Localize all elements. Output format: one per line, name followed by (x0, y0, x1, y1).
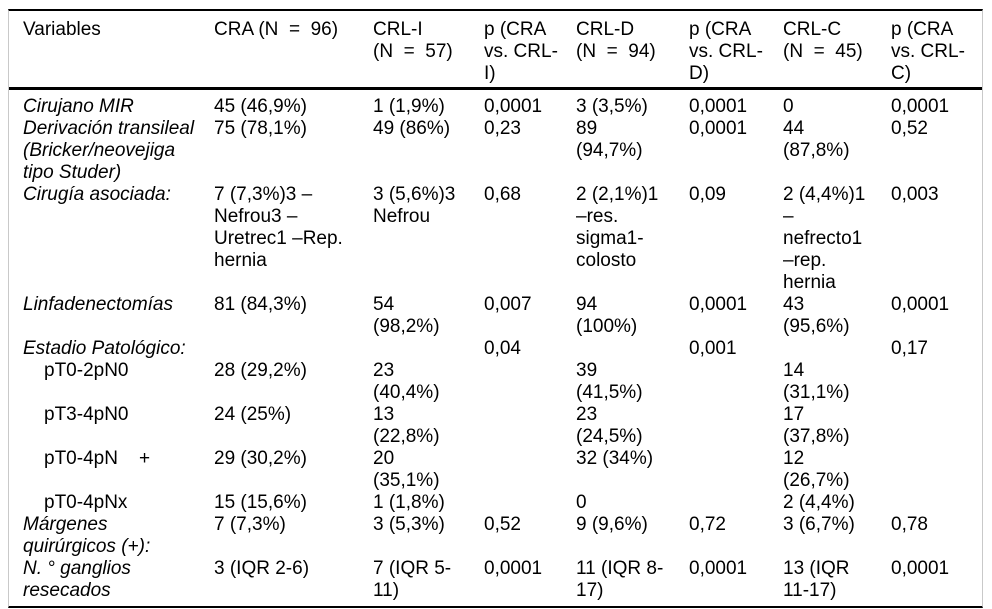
cell-p-crl-i: 0,23 (484, 118, 521, 139)
table-row-pt3-4pn0: pT3-4pN0 24 (25%) 13 (22,8%) 23 (24,5%) … (9, 404, 982, 448)
cell-p-crl-i: 0,007 (484, 294, 532, 315)
cell-p-crl-d: 0,0001 (689, 294, 748, 315)
cell-cra: 81 (84,3%) (214, 294, 307, 315)
cell-p-crl-i: 0,68 (484, 184, 521, 205)
cell-crl-c: 12 (26,7%) (783, 448, 850, 491)
column-header-crl-d: CRL-D (N = 94) (576, 19, 656, 62)
column-header-cra: CRA (N = 96) (214, 19, 339, 40)
table-row-margenes-quirurgicos: Márgenes quirúrgicos (+): 7 (7,3%) 3 (5,… (9, 514, 982, 558)
cell-p-crl-c: 0,17 (891, 338, 928, 359)
cell-p-crl-d: 0,0001 (689, 96, 748, 117)
row-label: Márgenes quirúrgicos (+): (23, 514, 151, 557)
cell-crl-d: 11 (IQR 8- 17) (576, 558, 664, 601)
cell-crl-c: 2 (4,4%)1 – nefrecto1 –rep. hernia (783, 184, 866, 293)
cell-crl-i: 54 (98,2%) (373, 294, 440, 337)
row-label: Derivación transileal (Bricker/neovejiga… (23, 118, 195, 183)
cell-crl-i: 3 (5,6%)3 Nefrou (373, 184, 456, 227)
column-header-p-cra-vs-crl-i: p (CRA vs. CRL- I) (484, 19, 558, 84)
results-table: Variables CRA (N = 96) CRL-I (N = 57) p … (8, 9, 983, 608)
cell-crl-d: 89 (94,7%) (576, 118, 643, 161)
column-header-p-cra-vs-crl-c: p (CRA vs. CRL- C) (891, 19, 965, 84)
row-label: pT0-4pN + (44, 448, 151, 469)
row-label: pT0-4pNx (44, 492, 128, 513)
table-header-row: Variables CRA (N = 96) CRL-I (N = 57) p … (9, 11, 982, 90)
cell-cra: 24 (25%) (214, 404, 292, 425)
table-row-derivacion-transileal: Derivación transileal (Bricker/neovejiga… (9, 118, 982, 184)
table-row-pt0-4pnx: pT0-4pNx 15 (15,6%) 1 (1,8%) 0 2 (4,4%) (9, 492, 982, 514)
row-label: Linfadenectomías (23, 294, 173, 315)
cell-crl-i: 20 (35,1%) (373, 448, 440, 491)
cell-cra: 29 (30,2%) (214, 448, 307, 469)
cell-crl-i: 23 (40,4%) (373, 360, 440, 403)
cell-crl-i: 1 (1,9%) (373, 96, 445, 117)
table-row-pt0-4pn-plus: pT0-4pN + 29 (30,2%) 20 (35,1%) 32 (34%)… (9, 448, 982, 492)
cell-p-crl-c: 0,0001 (891, 96, 950, 117)
cell-cra: 3 (IQR 2-6) (214, 558, 310, 579)
cell-p-crl-i: 0,52 (484, 514, 521, 535)
cell-crl-c: 13 (IQR 11-17) (783, 558, 850, 601)
cell-crl-i: 3 (5,3%) (373, 514, 445, 535)
cell-crl-c: 2 (4,4%) (783, 492, 855, 513)
table-row-estadio-patologico: Estadio Patológico: 0,04 0,001 0,17 (9, 338, 982, 360)
cell-crl-c: 17 (37,8%) (783, 404, 850, 447)
column-header-p-cra-vs-crl-d: p (CRA vs. CRL- D) (689, 19, 763, 84)
cell-cra: 28 (29,2%) (214, 360, 307, 381)
row-label: pT3-4pN0 (44, 404, 129, 425)
table-row-cirujano-mir: Cirujano MIR 45 (46,9%) 1 (1,9%) 0,0001 … (9, 96, 982, 118)
cell-crl-c: 43 (95,6%) (783, 294, 850, 337)
cell-crl-d: 2 (2,1%)1 –res. sigma1- colosto (576, 184, 659, 271)
cell-p-crl-c: 0,0001 (891, 558, 950, 579)
cell-crl-d: 39 (41,5%) (576, 360, 643, 403)
column-header-variables: Variables (23, 19, 101, 40)
row-label: Estadio Patológico: (23, 338, 186, 359)
cell-crl-d: 0 (576, 492, 587, 513)
cell-cra: 15 (15,6%) (214, 492, 307, 513)
cell-crl-c: 44 (87,8%) (783, 118, 850, 161)
cell-p-crl-d: 0,72 (689, 514, 726, 535)
cell-p-crl-c: 0,0001 (891, 294, 950, 315)
cell-cra: 7 (7,3%)3 – Nefrou3 – Uretrec1 –Rep. her… (214, 184, 343, 271)
cell-crl-d: 3 (3,5%) (576, 96, 648, 117)
cell-p-crl-i: 0,0001 (484, 96, 543, 117)
cell-p-crl-d: 0,09 (689, 184, 726, 205)
table-row-cirugia-asociada: Cirugía asociada: 7 (7,3%)3 – Nefrou3 – … (9, 184, 982, 294)
column-header-crl-i: CRL-I (N = 57) (373, 19, 453, 62)
cell-crl-c: 0 (783, 96, 794, 117)
cell-crl-i: 13 (22,8%) (373, 404, 440, 447)
table-row-n-ganglios-resecados: N. ° ganglios resecados 3 (IQR 2-6) 7 (I… (9, 558, 982, 602)
cell-crl-i: 7 (IQR 5- 11) (373, 558, 452, 601)
table-row-linfadenectomias: Linfadenectomías 81 (84,3%) 54 (98,2%) 0… (9, 294, 982, 338)
cell-p-crl-d: 0,0001 (689, 558, 748, 579)
cell-crl-d: 32 (34%) (576, 448, 654, 469)
cell-p-crl-i: 0,0001 (484, 558, 543, 579)
cell-p-crl-c: 0,003 (891, 184, 939, 205)
cell-crl-d: 9 (9,6%) (576, 514, 648, 535)
row-label: Cirujano MIR (23, 96, 134, 117)
cell-cra: 45 (46,9%) (214, 96, 307, 117)
row-label: pT0-2pN0 (44, 360, 129, 381)
cell-crl-c: 3 (6,7%) (783, 514, 855, 535)
row-label: N. ° ganglios resecados (23, 558, 131, 601)
cell-p-crl-d: 0,0001 (689, 118, 748, 139)
cell-p-crl-c: 0,52 (891, 118, 928, 139)
cell-p-crl-d: 0,001 (689, 338, 737, 359)
cell-p-crl-c: 0,78 (891, 514, 928, 535)
cell-cra: 7 (7,3%) (214, 514, 286, 535)
cell-cra: 75 (78,1%) (214, 118, 307, 139)
cell-crl-i: 1 (1,8%) (373, 492, 445, 513)
cell-p-crl-i: 0,04 (484, 338, 521, 359)
table-row-pt0-2pn0: pT0-2pN0 28 (29,2%) 23 (40,4%) 39 (41,5%… (9, 360, 982, 404)
row-label: Cirugía asociada: (23, 184, 171, 205)
cell-crl-d: 94 (100%) (576, 294, 638, 337)
cell-crl-c: 14 (31,1%) (783, 360, 850, 403)
cell-crl-i: 49 (86%) (373, 118, 451, 139)
cell-crl-d: 23 (24,5%) (576, 404, 643, 447)
table-body: Cirujano MIR 45 (46,9%) 1 (1,9%) 0,0001 … (9, 90, 982, 606)
column-header-crl-c: CRL-C (N = 45) (783, 19, 863, 62)
